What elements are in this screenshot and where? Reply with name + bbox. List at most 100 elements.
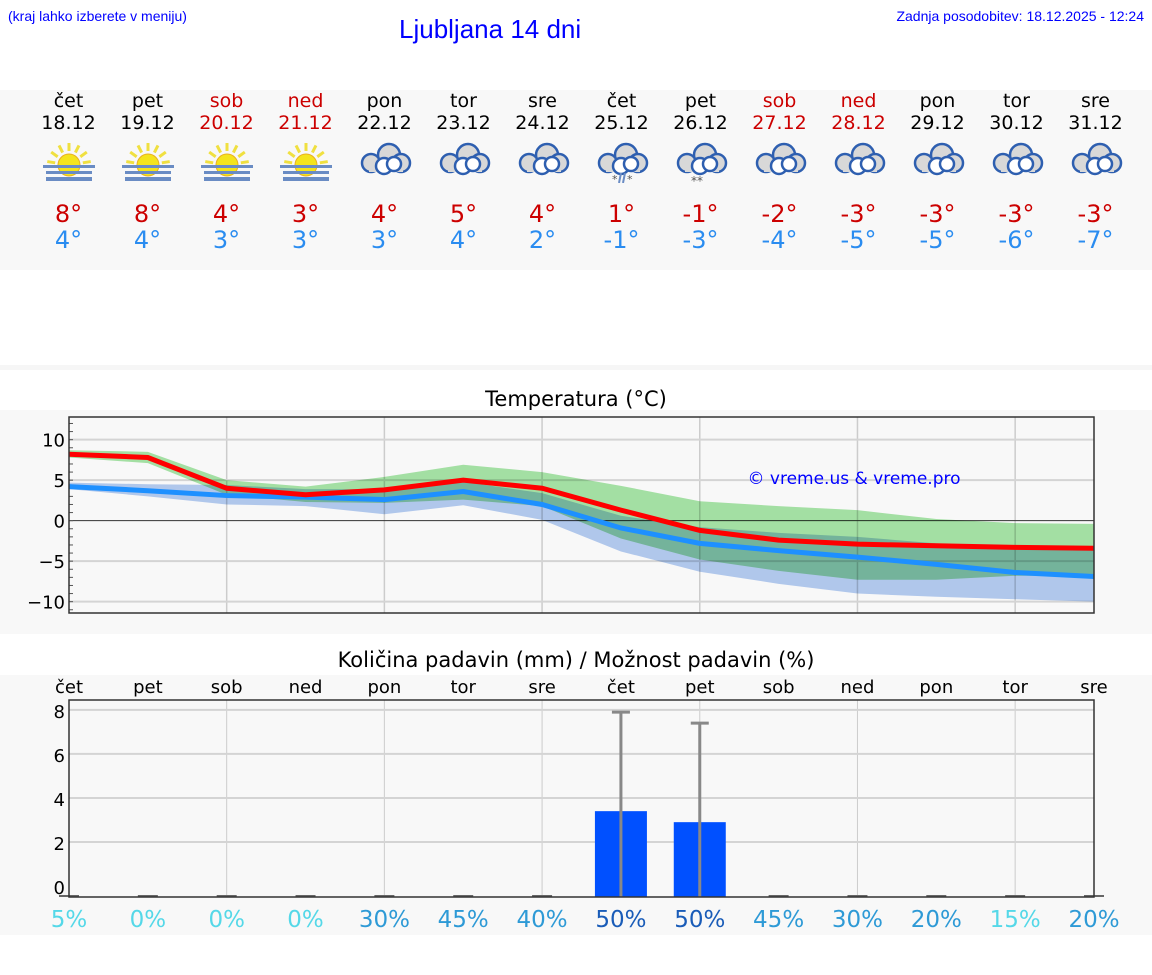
y-tick-label: −5 — [38, 552, 65, 573]
y-tick-label: 10 — [42, 431, 65, 452]
svg-text:**: ** — [691, 174, 703, 183]
x-day-label: pet — [685, 677, 715, 698]
max-temp: -3° — [998, 200, 1035, 228]
y-tick-label: 6 — [54, 746, 65, 767]
precip-probability: 15% — [990, 907, 1041, 933]
day-column: sob 27.12 -2° -4° — [740, 90, 819, 254]
sun-fog-icon — [187, 139, 266, 183]
day-date: 21.12 — [278, 112, 333, 134]
day-name: sre — [528, 90, 557, 112]
cloudy-icon — [1056, 139, 1135, 183]
precip-probability: 40% — [517, 907, 568, 933]
x-day-label: sob — [211, 677, 243, 698]
min-temp: -6° — [998, 226, 1035, 254]
x-day-label: pon — [367, 677, 401, 698]
min-temp: 4° — [449, 226, 478, 254]
day-column: pet 26.12 ** -1° -3° — [661, 90, 740, 254]
plot-frame — [68, 699, 1095, 898]
x-day-label: pon — [919, 677, 953, 698]
day-column: ned 28.12 -3° -5° — [819, 90, 898, 254]
day-name: pon — [366, 90, 403, 112]
day-date: 19.12 — [120, 112, 175, 134]
x-day-label: čet — [55, 677, 83, 698]
day-name: ned — [287, 90, 324, 112]
location-hint: (kraj lahko izberete v meniju) — [8, 8, 187, 24]
y-tick-label: 4 — [54, 790, 65, 811]
y-tick-label: 2 — [54, 834, 65, 855]
day-name: tor — [1003, 90, 1030, 112]
max-temp: 4° — [370, 200, 399, 228]
precip-probability: 0% — [130, 907, 167, 933]
day-name: sob — [762, 90, 797, 112]
sun-fog-icon — [29, 139, 108, 183]
day-date: 29.12 — [910, 112, 965, 134]
day-name: sob — [209, 90, 244, 112]
divider — [0, 365, 1152, 370]
y-tick-label: 0 — [54, 512, 65, 533]
day-column: sob 20.12 4° 3° — [187, 90, 266, 254]
min-temp-range-band — [69, 481, 1094, 602]
day-name: pet — [131, 90, 164, 112]
daily-forecast-strip: čet 18.12 8° 4° pet 19.12 8° 4° sob 20.12 4° 3° ned 2… — [0, 90, 1152, 270]
min-temp: 4° — [54, 226, 83, 254]
precip-probability: 20% — [911, 907, 962, 933]
max-temp: 3° — [291, 200, 320, 228]
x-day-label: sre — [528, 677, 555, 698]
day-date: 20.12 — [199, 112, 254, 134]
day-column: pon 22.12 4° 3° — [345, 90, 424, 254]
max-temp: -2° — [761, 200, 798, 228]
sun-fog-icon — [108, 139, 187, 183]
day-name: sre — [1081, 90, 1110, 112]
max-temp-line — [68, 451, 1095, 551]
precipitation-chart: 8 6 4 2 0 čet pet sob ned pon tor sre čet pet sob ned po… — [51, 677, 1120, 933]
x-day-label: pet — [133, 677, 163, 698]
min-temp-line — [68, 484, 1095, 580]
y-tick-label: 5 — [54, 471, 65, 492]
max-temp: 4° — [528, 200, 557, 228]
max-temp: -3° — [919, 200, 956, 228]
day-date: 22.12 — [357, 112, 412, 134]
x-day-label: ned — [841, 677, 875, 698]
precip-probability: 0% — [208, 907, 245, 933]
day-date: 31.12 — [1068, 112, 1123, 134]
precip-probability: 50% — [674, 907, 725, 933]
cloudy-icon — [345, 139, 424, 183]
x-day-label: sre — [1080, 677, 1107, 698]
min-temp: -3° — [682, 226, 719, 254]
day-date: 28.12 — [831, 112, 886, 134]
day-name: pon — [919, 90, 956, 112]
min-temp: 3° — [212, 226, 241, 254]
day-column: čet 25.12 * * 1° -1° — [582, 90, 661, 254]
cloudy-sleet-icon: * * — [582, 139, 661, 183]
day-column: pon 29.12 -3° -5° — [898, 90, 977, 254]
cloudy-snow-icon: ** — [661, 139, 740, 183]
day-name: čet — [53, 90, 84, 112]
x-day-label: ned — [289, 677, 323, 698]
day-column: sre 24.12 4° 2° — [503, 90, 582, 254]
precip-probability: 30% — [359, 907, 410, 933]
max-temp: 8° — [54, 200, 83, 228]
precip-probability: 45% — [438, 907, 489, 933]
day-date: 23.12 — [436, 112, 491, 134]
cloudy-icon — [424, 139, 503, 183]
day-date: 26.12 — [673, 112, 728, 134]
y-tick-label: −10 — [27, 593, 65, 614]
precip-probability: 30% — [832, 907, 883, 933]
precip-probability: 45% — [753, 907, 804, 933]
svg-text:*: * — [627, 173, 633, 183]
y-tick-label: 0 — [54, 878, 65, 899]
day-date: 25.12 — [594, 112, 649, 134]
min-temp: -7° — [1077, 226, 1114, 254]
cloudy-icon — [819, 139, 898, 183]
min-temp: -5° — [840, 226, 877, 254]
min-temp: -4° — [761, 226, 798, 254]
cloudy-icon — [740, 139, 819, 183]
cloudy-icon — [977, 139, 1056, 183]
min-temp: 3° — [291, 226, 320, 254]
x-day-label: sob — [763, 677, 795, 698]
page-title: Ljubljana 14 dni — [399, 14, 582, 44]
day-column: sre 31.12 -3° -7° — [1056, 90, 1135, 254]
day-column: tor 23.12 5° 4° — [424, 90, 503, 254]
day-name: tor — [450, 90, 477, 112]
temperature-chart: 10 5 0 −5 −10 © vreme.us & vreme.pro — [27, 416, 1095, 614]
